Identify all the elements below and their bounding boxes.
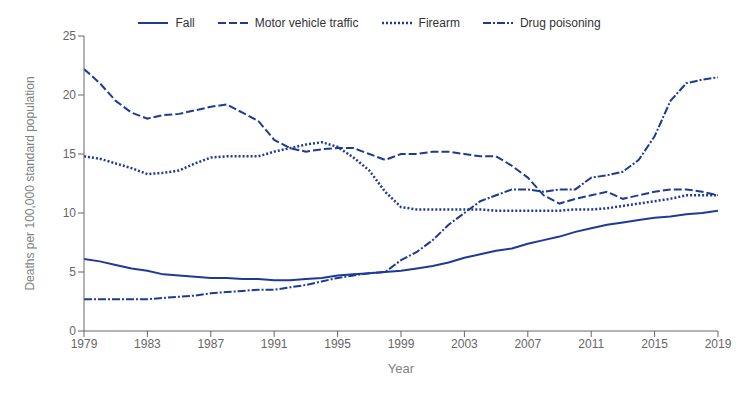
svg-text:Year: Year — [388, 361, 415, 376]
svg-text:2015: 2015 — [641, 337, 668, 351]
svg-text:10: 10 — [63, 206, 77, 220]
svg-text:2011: 2011 — [578, 337, 604, 351]
svg-text:25: 25 — [63, 29, 77, 43]
svg-text:1995: 1995 — [324, 337, 351, 351]
svg-text:1983: 1983 — [134, 337, 161, 351]
svg-text:1987: 1987 — [197, 337, 224, 351]
svg-text:1979: 1979 — [71, 337, 98, 351]
svg-text:0: 0 — [69, 324, 76, 338]
svg-text:20: 20 — [63, 88, 77, 102]
svg-text:1991: 1991 — [261, 337, 288, 351]
svg-text:15: 15 — [63, 147, 77, 161]
svg-text:2007: 2007 — [514, 337, 541, 351]
svg-text:Deaths per 100,000 standard po: Deaths per 100,000 standard population — [23, 76, 37, 290]
svg-text:1999: 1999 — [388, 337, 415, 351]
html-text:Motor vehicle traffic: Motor vehicle traffic — [254, 16, 359, 30]
svg-text:2019: 2019 — [705, 337, 732, 351]
svg-text:2003: 2003 — [451, 337, 478, 351]
html-text:Firearm: Firearm — [418, 16, 460, 30]
html-text:Fall: Fall — [175, 16, 195, 30]
html-text:Drug poisoning: Drug poisoning — [519, 16, 601, 30]
svg-text:5: 5 — [69, 265, 76, 279]
